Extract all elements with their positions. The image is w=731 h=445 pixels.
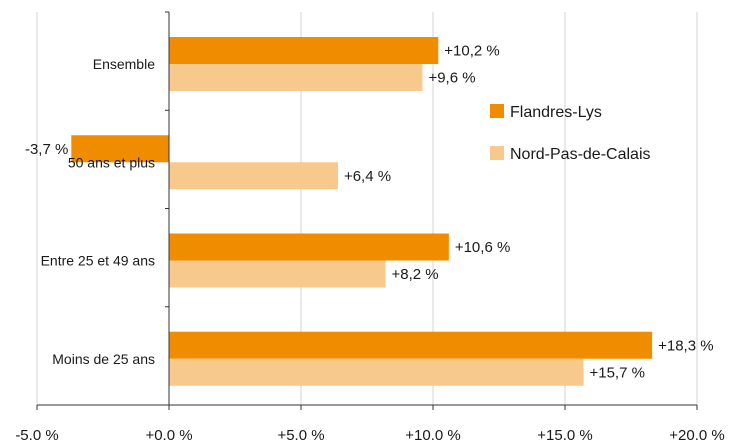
bar — [169, 233, 449, 261]
category-label: Entre 25 et 49 ans — [41, 253, 155, 269]
bar — [169, 331, 653, 359]
x-tick-label: +10.0 % — [405, 427, 460, 444]
data-label: +10,2 % — [444, 43, 499, 60]
bar — [169, 358, 584, 386]
x-tick-label: -5.0 % — [15, 427, 58, 444]
axes — [36, 11, 698, 410]
value-labels: +10,2 % -3,7 % +10,6 % +18,3 % +9,6 % +6,4 % +… — [25, 43, 714, 382]
category-label: Ensemble — [93, 56, 155, 72]
bar — [169, 37, 439, 64]
category-label: 50 ans et plus — [68, 154, 155, 170]
category-label: Moins de 25 ans — [52, 351, 155, 367]
data-label: +9,6 % — [428, 70, 475, 87]
data-label: +10,6 % — [455, 239, 510, 256]
x-tick-label: +5.0 % — [277, 427, 324, 444]
bar — [169, 260, 386, 288]
bars — [71, 37, 653, 386]
legend-label: Nord-Pas-de-Calais — [510, 146, 651, 163]
data-label: -3,7 % — [25, 141, 68, 158]
legend-label: Flandres-Lys — [510, 104, 602, 121]
bar — [169, 64, 423, 91]
bar — [169, 162, 338, 190]
x-tick-label: +20.0 % — [669, 427, 724, 444]
data-label: +6,4 % — [344, 168, 391, 185]
legend-swatch — [490, 104, 504, 118]
data-label: +15,7 % — [589, 364, 644, 381]
data-label: +8,2 % — [391, 266, 438, 283]
data-label: +18,3 % — [658, 337, 713, 354]
bar — [71, 135, 169, 163]
category-labels: Ensemble 50 ans et plus Entre 25 et 49 ans… — [41, 56, 156, 367]
x-tick-label: +0.0 % — [145, 427, 192, 444]
tick-labels: -5.0 % +0.0 % +5.0 % +10.0 % +15.0 % +20.0 % — [15, 427, 724, 444]
legend: Flandres-Lys Nord-Pas-de-Calais — [490, 104, 651, 163]
legend-swatch — [490, 146, 504, 160]
x-tick-label: +15.0 % — [537, 427, 592, 444]
